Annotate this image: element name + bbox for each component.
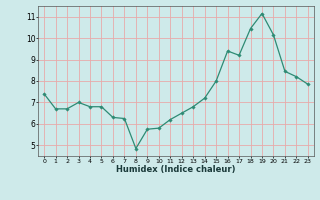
X-axis label: Humidex (Indice chaleur): Humidex (Indice chaleur)	[116, 165, 236, 174]
